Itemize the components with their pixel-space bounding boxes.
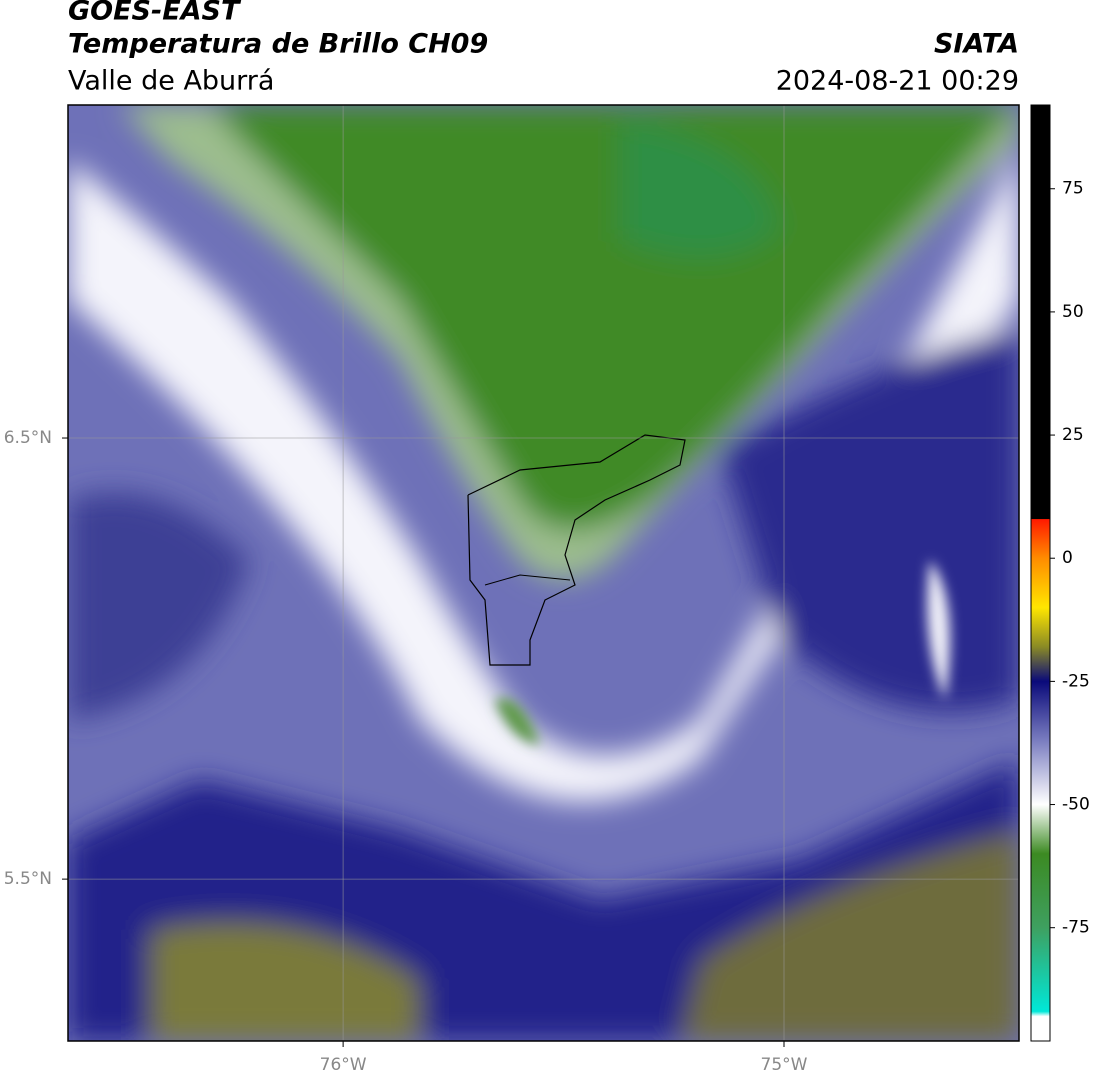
colorbar-tick-label: 50: [1062, 302, 1084, 322]
y-tick-label: 6.5°N: [4, 428, 52, 448]
colorbar-tick-label: 0: [1062, 548, 1073, 568]
satellite-image: [68, 105, 1019, 1041]
colorbar-tick-label: 75: [1062, 179, 1084, 199]
x-tick-label: 76°W: [320, 1055, 367, 1075]
title: GOES-EAST: [68, 0, 242, 27]
map-frame: [67, 104, 1020, 1042]
source: SIATA: [934, 29, 1019, 60]
colorbar: [1030, 104, 1051, 1042]
colorbar-tick-label: -50: [1062, 795, 1090, 815]
grid: [68, 105, 1019, 1041]
colorbar-tick-label: -25: [1062, 671, 1090, 691]
colorbar-tick-label: 25: [1062, 425, 1084, 445]
colorbar-tick-label: -75: [1062, 918, 1090, 938]
y-tick-label: 5.5°N: [4, 869, 52, 889]
x-tick-label: 75°W: [761, 1055, 808, 1075]
region: Valle de Aburrá: [68, 66, 274, 97]
datetime: 2024-08-21 00:29: [776, 66, 1019, 97]
subtitle: Temperatura de Brillo CH09: [68, 29, 488, 60]
